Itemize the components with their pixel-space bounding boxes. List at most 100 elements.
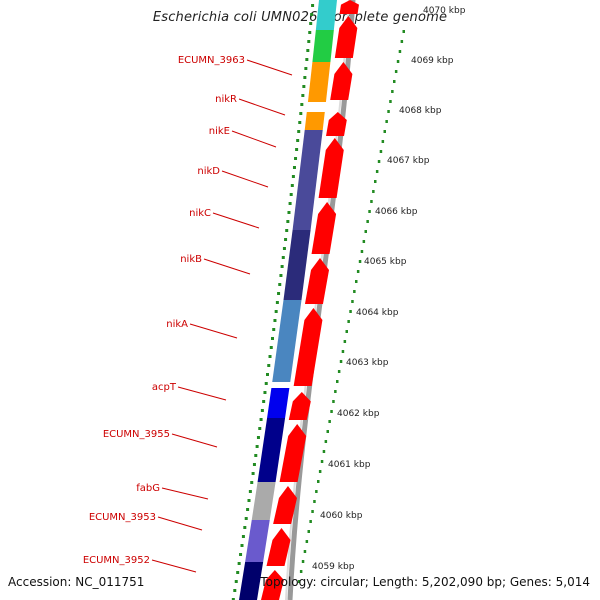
inner-tick: [308, 31, 312, 34]
scale-tick: [372, 190, 375, 193]
forward-gene-arrow: [326, 112, 347, 136]
scale-tick: [387, 110, 390, 113]
inner-tick: [266, 373, 270, 376]
scale-tick: [313, 500, 316, 503]
inner-tick: [302, 85, 306, 88]
inner-tick: [311, 4, 315, 7]
inner-tick: [281, 256, 285, 259]
forward-gene-arrow: [266, 528, 291, 566]
feature-block: [283, 230, 311, 300]
scale-tick: [315, 490, 318, 493]
forward-gene-arrow: [334, 16, 358, 58]
scale-tick: [341, 350, 345, 353]
kbp-label: 4066 kbp: [375, 207, 418, 217]
gene-leader-line: [221, 170, 269, 188]
scale-tick: [322, 450, 326, 453]
inner-tick: [280, 265, 284, 268]
gene-label: nikB: [180, 254, 202, 265]
scale-tick: [324, 440, 328, 443]
scale-tick: [374, 180, 377, 183]
gene-label: ECUMN_3955: [103, 429, 170, 440]
inner-tick: [250, 481, 254, 484]
inner-tick: [298, 121, 302, 124]
scale-tick: [326, 430, 329, 433]
gene-label: ECUMN_3963: [178, 55, 245, 66]
gene-leader-line: [189, 323, 238, 339]
gene-label: nikE: [209, 126, 230, 137]
gene-leader-line: [246, 59, 293, 76]
forward-gene-arrow: [304, 258, 330, 304]
inner-tick: [239, 553, 243, 556]
scale-tick: [343, 340, 347, 343]
inner-tick: [291, 175, 295, 178]
forward-gene-arrow: [279, 424, 307, 482]
scale-tick: [353, 290, 356, 293]
scale-tick: [347, 320, 350, 323]
inner-tick: [296, 139, 300, 142]
inner-tick: [300, 103, 304, 106]
inner-tick: [303, 76, 307, 79]
scale-tick: [330, 410, 333, 413]
inner-tick: [273, 319, 277, 322]
inner-tick: [252, 463, 256, 466]
scale-tick: [356, 270, 360, 273]
kbp-label: 4069 kbp: [411, 56, 454, 66]
gene-label: nikC: [189, 208, 211, 219]
kbp-label: 4064 kbp: [356, 308, 399, 318]
scale-tick: [337, 370, 341, 373]
inner-tick: [256, 436, 260, 439]
scale-tick: [377, 160, 381, 163]
inner-tick: [272, 328, 276, 331]
scale-tick: [364, 230, 367, 233]
kbp-label: 4063 kbp: [346, 358, 389, 368]
inner-tick: [299, 112, 303, 115]
inner-tick: [289, 193, 293, 196]
inner-tick: [274, 310, 278, 313]
inner-tick: [269, 346, 273, 349]
feature-block: [304, 112, 325, 130]
feature-block: [315, 0, 337, 30]
inner-tick: [243, 526, 247, 529]
scale-tick: [328, 420, 331, 423]
inner-tick: [278, 283, 282, 286]
gene-leader-line: [203, 258, 251, 275]
inner-tick: [264, 382, 268, 385]
scale-tick: [391, 90, 394, 93]
inner-tick: [244, 517, 248, 520]
gene-label: nikR: [215, 94, 237, 105]
kbp-label: 4059 kbp: [312, 562, 355, 572]
feature-block: [292, 130, 323, 230]
scale-tick: [311, 510, 314, 513]
scale-tick: [351, 300, 354, 303]
feature-block: [257, 418, 286, 482]
inner-tick: [231, 598, 235, 600]
accession-text: Accession: NC_011751: [8, 575, 145, 589]
forward-gene-arrow: [311, 202, 337, 254]
gene-leader-line: [157, 516, 203, 531]
inner-tick: [310, 13, 314, 16]
gene-label: ECUMN_3953: [89, 512, 156, 523]
scale-tick: [375, 170, 379, 173]
scale-tick: [303, 550, 307, 553]
inner-tick: [247, 499, 251, 502]
inner-tick: [284, 238, 288, 241]
inner-tick: [270, 337, 274, 340]
forward-gene-arrow: [261, 570, 284, 600]
inner-tick: [237, 562, 241, 565]
inner-tick: [268, 355, 272, 358]
inner-tick: [294, 157, 298, 160]
scale-tick: [298, 580, 301, 583]
inner-tick: [292, 166, 296, 169]
gene-label: ECUMN_3952: [83, 555, 150, 566]
scale-tick: [318, 470, 322, 473]
gene-label: fabG: [136, 483, 160, 494]
scale-tick: [381, 140, 385, 143]
scale-tick: [299, 570, 303, 573]
feature-block: [312, 30, 334, 62]
inner-tick: [241, 535, 245, 538]
scale-tick: [320, 460, 324, 463]
inner-tick: [251, 472, 255, 475]
scale-tick: [358, 260, 362, 263]
inner-tick: [279, 274, 283, 277]
